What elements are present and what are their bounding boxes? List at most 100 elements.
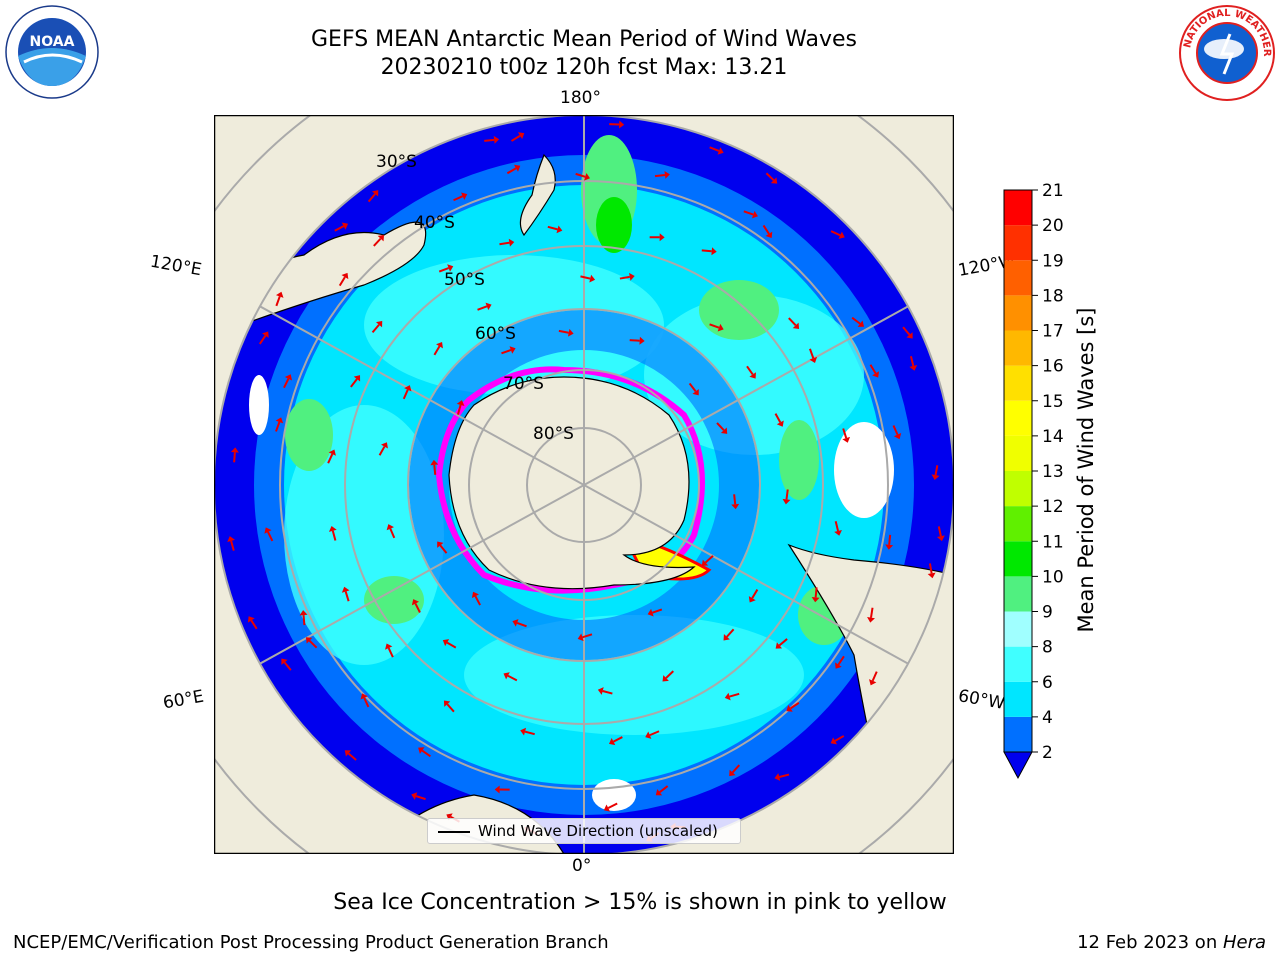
wave-arrow-shaft (751, 589, 759, 599)
wave-arrow-shaft (837, 655, 845, 666)
wave-arrow-shaft (851, 316, 861, 325)
wave-arrow-head (782, 498, 791, 505)
wave-arrow-shaft (665, 670, 674, 679)
wave-arrow-shaft (283, 378, 290, 389)
colorbar-segment (1004, 611, 1032, 647)
wave-arrow-shaft (871, 671, 878, 682)
colorbar-segment (1004, 190, 1032, 226)
wave-arrow-shaft (414, 603, 421, 613)
wave-arrow-shaft (701, 249, 712, 253)
wave-arrow-shaft (814, 587, 818, 598)
wave-arrow-head (609, 738, 616, 746)
wave-arrow-shaft (446, 703, 455, 713)
wave-arrow-head (493, 135, 500, 144)
colorbar-tick-label: 16 (1042, 357, 1064, 377)
colorbar-tick-label: 2 (1042, 743, 1053, 763)
wave-arrow-head (262, 331, 269, 338)
lat-label-40s: 40°S (414, 213, 455, 233)
wave-arrow-head (556, 225, 563, 234)
wave-arrow-head (809, 356, 818, 363)
colorbar-tick-label: 12 (1042, 497, 1064, 517)
wave-arrow-head (936, 535, 945, 542)
wave-arrow-shaft (378, 446, 386, 456)
wave-arrow-shaft (582, 633, 593, 639)
wave-arrow-shaft (524, 730, 535, 736)
wave-arrow-head (659, 233, 665, 242)
colorbar-tick-label: 20 (1042, 216, 1064, 236)
wave-arrow-head (513, 164, 521, 172)
wave-arrow-head (720, 427, 728, 434)
wave-arrow-head (275, 291, 284, 298)
wave-arrow-head (509, 346, 516, 354)
wave-arrow-shaft (387, 647, 394, 658)
wave-arrow-shaft (350, 378, 358, 388)
wave-arrow-head (328, 449, 336, 456)
wave-arrow-head (508, 238, 515, 247)
wave-arrow-head (377, 234, 385, 242)
wave-arrow-head (344, 750, 352, 757)
wave-arrow-head (619, 120, 625, 129)
wave-arrow-head (724, 692, 731, 701)
lon-label-120e: 120°E (148, 251, 204, 281)
wave-arrow-shaft (371, 324, 380, 334)
antarctica-landmass (448, 376, 696, 590)
legend-label: Wind Wave Direction (unscaled) (478, 822, 718, 840)
colorbar-tick-label: 14 (1042, 427, 1064, 447)
wave-arrow-head (386, 524, 394, 531)
colorbar-extend-arrow (1003, 751, 1033, 780)
colorbar-label: Mean Period of Wind Waves [s] (1074, 307, 1098, 633)
wave-arrow-shaft (367, 193, 376, 203)
colorbar-segment (1004, 225, 1032, 261)
wave-arrow-shaft (652, 608, 663, 614)
wave-arrow-head (872, 371, 880, 378)
wave-arrow-shaft (726, 628, 735, 638)
wave-arrow-head (701, 559, 709, 566)
wave-arrow-shaft (433, 464, 437, 475)
colorbar-segment (1004, 541, 1032, 577)
wave-arrow-shaft (789, 702, 800, 710)
wave-arrow-head (639, 336, 645, 345)
wave-arrow-head (341, 586, 350, 593)
wave-arrow-head (842, 436, 851, 443)
green-patch (699, 280, 779, 340)
colorbar-segment (1004, 576, 1032, 612)
wave-arrow-head (299, 610, 308, 616)
wave-arrow-shaft (704, 555, 714, 564)
wave-arrow-head (485, 302, 492, 311)
wave-arrow-head (909, 364, 918, 371)
wave-arrow-shaft (331, 530, 337, 541)
wave-arrow-shaft (892, 425, 899, 436)
wave-arrow-shaft (446, 641, 457, 649)
wave-arrow-shaft (607, 802, 618, 809)
colorbar-tick-label: 17 (1042, 322, 1064, 342)
wave-arrow-head (776, 420, 784, 427)
wave-arrow-shaft (709, 323, 720, 329)
wave-arrow-shaft (834, 521, 840, 532)
green-patch (779, 420, 819, 500)
wave-arrow-shaft (774, 413, 782, 423)
wave-arrow-head (774, 773, 781, 781)
wave-arrow-head (647, 608, 654, 617)
wave-arrow-head (503, 672, 510, 680)
colorbar-tick-label: 10 (1042, 567, 1064, 587)
wave-arrow-head (494, 785, 500, 794)
noaa-logo-text: NOAA (30, 34, 75, 50)
wave-arrow-shaft (613, 736, 623, 743)
wave-arrow-head (281, 658, 288, 665)
wave-arrow-shaft (834, 735, 845, 742)
wave-arrow-shaft (558, 329, 569, 334)
wave-arrow-head (717, 323, 724, 332)
wave-arrow-shaft (909, 355, 915, 367)
wave-arrow-shaft (402, 389, 409, 400)
wave-arrow-shaft (438, 267, 449, 273)
wave-arrow-head (869, 679, 877, 686)
footer-date-text: 12 Feb 2023 on (1077, 932, 1223, 953)
green-patch (285, 399, 333, 471)
wave-arrow-shaft (937, 526, 942, 537)
wave-arrow-shaft (283, 661, 292, 671)
wave-arrow-head (247, 616, 255, 623)
wave-arrow-shaft (507, 674, 518, 682)
map-border (214, 115, 954, 854)
wave-arrow-head (584, 172, 591, 181)
colorbar-segment (1004, 260, 1032, 296)
